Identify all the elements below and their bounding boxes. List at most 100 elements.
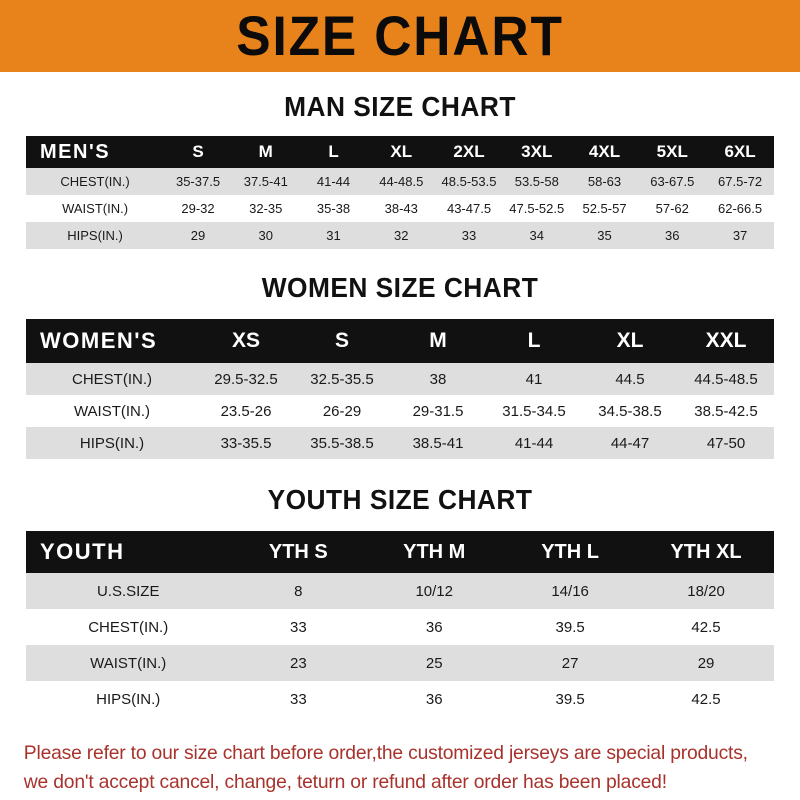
women-cell: 47-50 (678, 427, 774, 459)
youth-cell: 42.5 (638, 681, 774, 717)
women-cell: 38 (390, 363, 486, 395)
men-cell: 35-38 (299, 195, 368, 222)
men-cell: 47.5-52.5 (502, 195, 571, 222)
women-row-label: HIPS(IN.) (26, 427, 198, 459)
women-column-header: M (390, 319, 486, 363)
men-row-label: CHEST(IN.) (26, 168, 165, 195)
women-cell: 34.5-38.5 (582, 395, 678, 427)
men-header-row: MEN'S S M L XL 2XL 3XL 4XL 5XL 6XL (26, 136, 774, 168)
women-cell: 26-29 (294, 395, 390, 427)
men-column-header: 6XL (706, 136, 774, 168)
men-size-table: MEN'S S M L XL 2XL 3XL 4XL 5XL 6XL CHEST… (26, 136, 774, 249)
youth-cell: 25 (366, 645, 503, 681)
women-cell: 29-31.5 (390, 395, 486, 427)
table-row: HIPS(IN.) 33 36 39.5 42.5 (26, 681, 774, 717)
women-cell: 41-44 (486, 427, 582, 459)
women-section-title: WOMEN SIZE CHART (261, 272, 539, 303)
men-cell: 57-62 (638, 195, 707, 222)
women-cell: 38.5-41 (390, 427, 486, 459)
men-cell: 48.5-53.5 (435, 168, 503, 195)
youth-row-label: HIPS(IN.) (26, 681, 231, 717)
table-row: WAIST(IN.) 29-32 32-35 35-38 38-43 43-47… (26, 195, 774, 222)
women-cell: 44-47 (582, 427, 678, 459)
men-cell: 33 (435, 222, 503, 249)
women-cell: 29.5-32.5 (198, 363, 294, 395)
women-size-table: WOMEN'S XS S M L XL XXL CHEST(IN.) 29.5-… (26, 319, 774, 459)
youth-cell: 27 (502, 645, 639, 681)
men-column-header: 2XL (435, 136, 503, 168)
men-cell: 62-66.5 (706, 195, 774, 222)
men-cell: 41-44 (299, 168, 368, 195)
women-cell: 44.5 (582, 363, 678, 395)
youth-cell: 36 (366, 681, 503, 717)
men-column-header: 5XL (638, 136, 707, 168)
men-cell: 38-43 (367, 195, 436, 222)
youth-column-header: YTH M (366, 531, 503, 573)
table-row: CHEST(IN.) 29.5-32.5 32.5-35.5 38 41 44.… (26, 363, 774, 395)
youth-cell: 39.5 (502, 681, 639, 717)
youth-cell: 14/16 (502, 573, 639, 609)
table-row: U.S.SIZE 8 10/12 14/16 18/20 (26, 573, 774, 609)
youth-header-row: YOUTH YTH S YTH M YTH L YTH XL (26, 531, 774, 573)
men-corner-label: MEN'S (26, 136, 165, 168)
men-column-header: 4XL (570, 136, 639, 168)
youth-cell: 10/12 (366, 573, 503, 609)
youth-corner-label: YOUTH (26, 531, 231, 573)
men-cell: 30 (231, 222, 300, 249)
women-cell: 35.5-38.5 (294, 427, 390, 459)
men-column-header: L (299, 136, 368, 168)
women-cell: 33-35.5 (198, 427, 294, 459)
youth-table-body: YOUTH YTH S YTH M YTH L YTH XL U.S.SIZE … (26, 531, 774, 717)
men-section-title: MAN SIZE CHART (284, 91, 516, 122)
page-banner: SIZE CHART (0, 0, 800, 72)
youth-row-label: U.S.SIZE (26, 573, 231, 609)
youth-cell: 36 (366, 609, 503, 645)
women-cell: 38.5-42.5 (678, 395, 774, 427)
men-cell: 32 (367, 222, 436, 249)
men-cell: 44-48.5 (367, 168, 436, 195)
women-size-chart-block: WOMEN'S XS S M L XL XXL CHEST(IN.) 29.5-… (26, 319, 774, 459)
disclaimer-note: Please refer to our size chart before or… (24, 739, 776, 797)
men-cell: 37.5-41 (231, 168, 300, 195)
men-cell: 43-47.5 (435, 195, 503, 222)
youth-section-title: YOUTH SIZE CHART (267, 484, 533, 515)
men-row-label: HIPS(IN.) (26, 222, 165, 249)
women-column-header: XS (198, 319, 294, 363)
youth-cell: 29 (638, 645, 774, 681)
women-column-header: S (294, 319, 390, 363)
youth-cell: 18/20 (638, 573, 774, 609)
disclaimer-line-2: we don't accept cancel, change, teturn o… (23, 771, 667, 793)
men-cell: 53.5-58 (502, 168, 571, 195)
youth-column-header: YTH S (230, 531, 367, 573)
men-cell: 58-63 (570, 168, 639, 195)
women-cell: 31.5-34.5 (486, 395, 582, 427)
women-row-label: CHEST(IN.) (26, 363, 198, 395)
men-cell: 37 (706, 222, 774, 249)
women-column-header: L (486, 319, 582, 363)
women-cell: 41 (486, 363, 582, 395)
youth-row-label: WAIST(IN.) (26, 645, 231, 681)
men-table-body: MEN'S S M L XL 2XL 3XL 4XL 5XL 6XL CHEST… (26, 136, 774, 249)
women-column-header: XL (582, 319, 678, 363)
youth-column-header: YTH XL (638, 531, 774, 573)
women-row-label: WAIST(IN.) (26, 395, 198, 427)
men-column-header: 3XL (502, 136, 571, 168)
men-column-header: M (231, 136, 300, 168)
women-cell: 23.5-26 (198, 395, 294, 427)
table-row: WAIST(IN.) 23.5-26 26-29 29-31.5 31.5-34… (26, 395, 774, 427)
table-row: HIPS(IN.) 29 30 31 32 33 34 35 36 37 (26, 222, 774, 249)
youth-cell: 39.5 (502, 609, 639, 645)
women-table-body: WOMEN'S XS S M L XL XXL CHEST(IN.) 29.5-… (26, 319, 774, 459)
table-row: CHEST(IN.) 35-37.5 37.5-41 41-44 44-48.5… (26, 168, 774, 195)
disclaimer-line-1: Please refer to our size chart before or… (23, 742, 748, 764)
men-column-header: XL (367, 136, 436, 168)
men-cell: 52.5-57 (570, 195, 639, 222)
women-cell: 32.5-35.5 (294, 363, 390, 395)
women-header-row: WOMEN'S XS S M L XL XXL (26, 319, 774, 363)
youth-row-label: CHEST(IN.) (26, 609, 231, 645)
men-cell: 63-67.5 (638, 168, 707, 195)
women-column-header: XXL (678, 319, 774, 363)
men-cell: 29-32 (164, 195, 232, 222)
men-cell: 34 (502, 222, 571, 249)
